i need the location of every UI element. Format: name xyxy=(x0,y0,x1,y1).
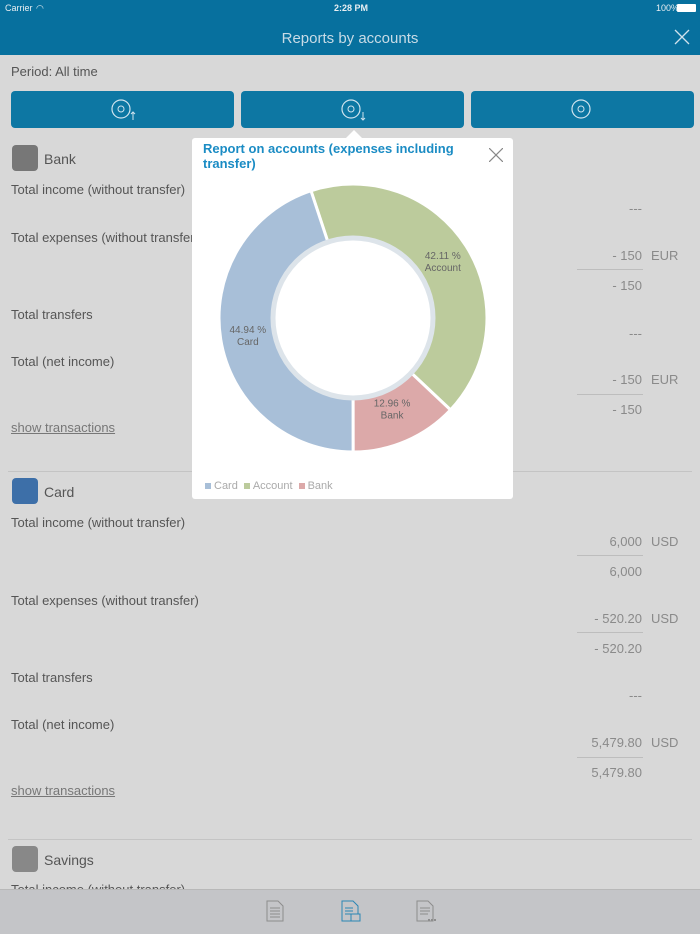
row-label: Total (net income) xyxy=(11,717,115,732)
tab-bar xyxy=(0,889,700,934)
row-currency: EUR xyxy=(651,248,679,263)
slice-name-label: Card xyxy=(237,337,259,348)
row-currency: USD xyxy=(651,534,679,549)
savings-account-icon xyxy=(12,846,38,872)
row-label: Total expenses (without transfer) xyxy=(11,230,199,245)
balance-report-button[interactable] xyxy=(471,91,694,128)
row-label: Total transfers xyxy=(11,307,93,322)
show-transactions-link[interactable]: show transactions xyxy=(11,783,116,798)
legend-swatch xyxy=(243,483,250,489)
pie-chart-income-icon xyxy=(110,98,135,120)
pie-chart-expenses-icon xyxy=(340,98,365,121)
carrier: Carrier xyxy=(5,3,33,13)
row-currency: EUR xyxy=(651,372,679,387)
row-total: 6,000 xyxy=(609,564,642,579)
row-label: Total expenses (without transfer) xyxy=(11,593,199,608)
row-total: 5,479.80 xyxy=(591,765,642,780)
report-icon[interactable] xyxy=(266,900,284,922)
row-label: Total transfers xyxy=(11,670,93,685)
account-name: Card xyxy=(44,484,75,500)
row-value: --- xyxy=(629,201,642,216)
row-label: Total income (without transfer) xyxy=(11,515,186,530)
slice-percent-label: 12.96 % xyxy=(374,398,411,409)
row-value: - 150 xyxy=(612,248,642,263)
row-total: - 150 xyxy=(612,278,642,293)
slice-name-label: Bank xyxy=(381,410,405,421)
slice-percent-label: 44.94 % xyxy=(230,325,267,336)
row-total: - 520.20 xyxy=(594,641,642,656)
chart-popover: Report on accounts (expenses including t… xyxy=(192,138,513,499)
battery-text: 100% xyxy=(656,3,680,13)
clock: 2:28 PM xyxy=(334,3,369,13)
legend-swatch xyxy=(298,483,305,489)
row-total: - 150 xyxy=(612,402,642,417)
account-name: Bank xyxy=(44,151,76,167)
divider xyxy=(577,555,643,556)
income-report-button[interactable] xyxy=(11,91,234,128)
row-value: --- xyxy=(629,326,642,341)
report-categories-icon[interactable] xyxy=(416,900,438,922)
row-value: 6,000 xyxy=(609,534,642,549)
row-value: 5,479.80 xyxy=(591,735,642,750)
divider xyxy=(577,632,643,633)
pie-chart-icon xyxy=(570,98,591,119)
divider xyxy=(577,394,643,395)
bank-account-icon xyxy=(12,145,38,171)
divider xyxy=(577,757,643,758)
status-bar: Carrier ◠ 2:28 PM 100% xyxy=(0,0,700,16)
row-currency: USD xyxy=(651,735,679,750)
legend-item-account[interactable]: Account xyxy=(243,480,293,492)
legend-swatch xyxy=(205,483,211,489)
close-popover-icon[interactable] xyxy=(489,148,503,162)
slice-percent-label: 42.11 % xyxy=(425,251,461,262)
report-accounts-icon[interactable] xyxy=(341,900,363,922)
expenses-report-button[interactable] xyxy=(241,91,464,128)
row-value: - 520.20 xyxy=(594,611,642,626)
donut-hole xyxy=(270,235,436,401)
page-title: Reports by accounts xyxy=(281,30,419,47)
donut-chart: 42.11 %Account 12.96 %Bank 44.94 %Card xyxy=(217,182,489,454)
divider xyxy=(577,269,643,270)
row-label: Total (net income) xyxy=(11,354,115,369)
popover-arrow xyxy=(346,130,362,138)
chart-legend: Card Account Bank xyxy=(205,480,333,492)
row-value: - 150 xyxy=(612,372,642,387)
legend-item-card[interactable]: Card xyxy=(205,480,238,492)
slice-name-label: Account xyxy=(425,263,461,274)
close-icon[interactable] xyxy=(674,29,690,45)
row-currency: USD xyxy=(651,611,679,626)
period-label: Period: All time xyxy=(11,64,98,79)
card-account-icon xyxy=(12,478,38,504)
nav-bar: Reports by accounts xyxy=(0,16,700,55)
legend-item-bank[interactable]: Bank xyxy=(298,480,333,492)
section-divider xyxy=(8,839,692,840)
row-label: Total income (without transfer) xyxy=(11,182,186,197)
account-name: Savings xyxy=(44,852,94,868)
popover-title: Report on accounts (expenses including t… xyxy=(203,141,454,171)
wifi-icon: ◠ xyxy=(36,3,44,13)
row-value: --- xyxy=(629,688,642,703)
show-transactions-link[interactable]: show transactions xyxy=(11,420,116,435)
battery-icon xyxy=(677,4,696,12)
